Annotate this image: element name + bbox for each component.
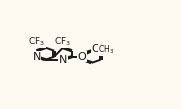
Text: N: N	[59, 55, 67, 65]
Text: CF$_3$: CF$_3$	[28, 35, 45, 48]
Text: CH$_3$: CH$_3$	[98, 43, 114, 56]
Text: O: O	[91, 44, 100, 54]
Text: N: N	[32, 52, 41, 62]
Text: O: O	[77, 52, 86, 62]
Text: CF$_3$: CF$_3$	[54, 35, 71, 48]
